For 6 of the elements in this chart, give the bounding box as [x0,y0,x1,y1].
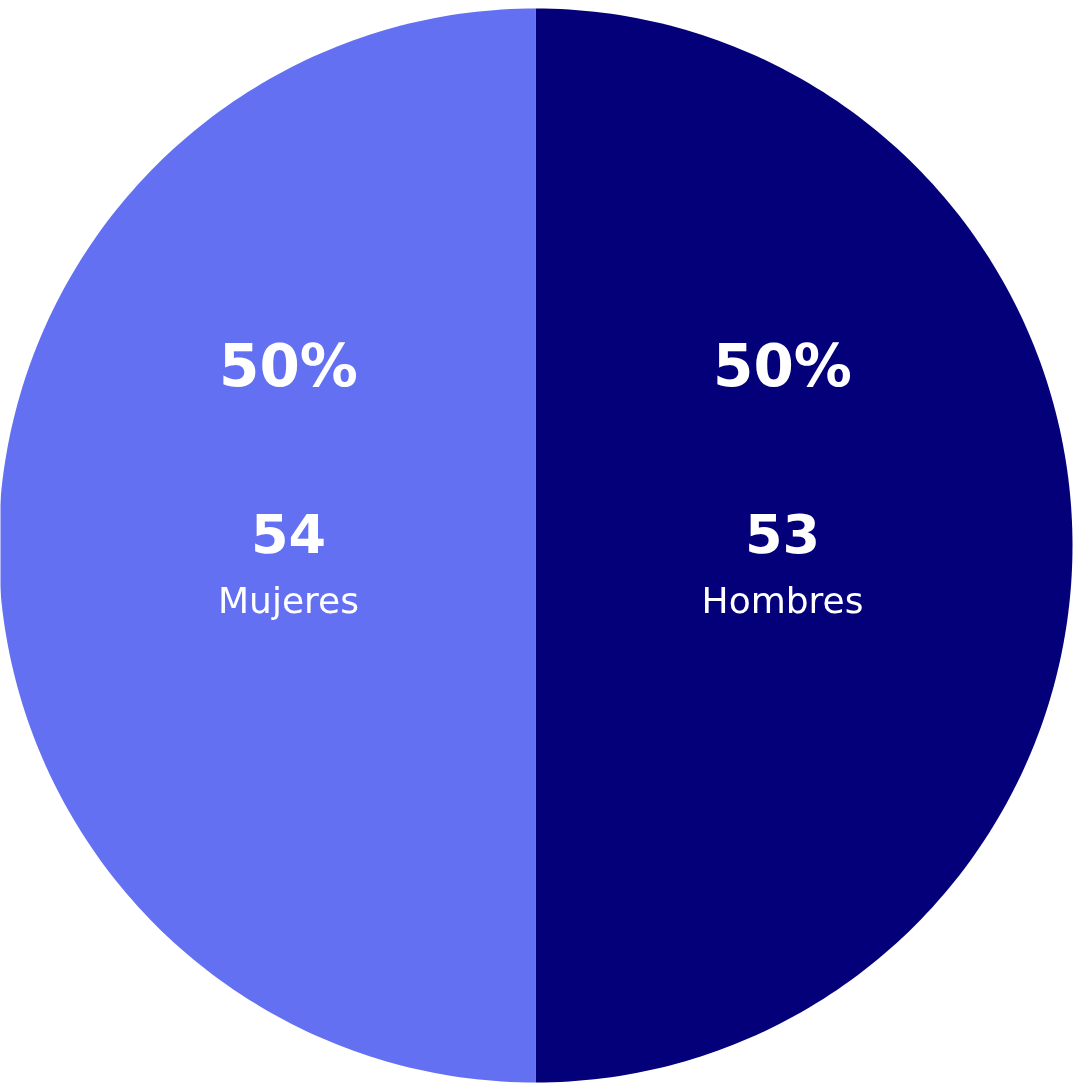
slice-label: Hombres [701,580,864,621]
text: 53 [744,503,821,566]
data-label: 50% [219,331,358,400]
data-label: 50% [713,331,852,400]
slice-label: Mujeres [218,580,359,621]
text: 54 [250,503,327,566]
